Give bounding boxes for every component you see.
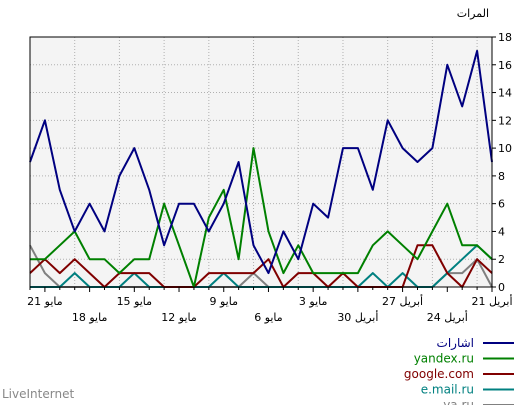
plot-frame [29, 36, 493, 288]
x-tick-label: 6 مايو [254, 311, 283, 324]
x-axis-ticks: 21 أبريل 27 أبريل 3 مايو 9 مايو 15 مايو 21 ما… [27, 287, 513, 324]
x-tick-label: 27 أبريل [382, 294, 423, 308]
y-tick-label: 2 [498, 253, 505, 266]
legend-label: yandex.ru [414, 352, 474, 366]
legend-label: google.com [404, 367, 474, 381]
x-tick-label: 24 أبريل [427, 310, 468, 324]
y-axis-ticks: 0 2 4 6 8 10 12 14 16 18 [492, 31, 512, 294]
y-tick-label: 16 [498, 59, 512, 72]
y-tick-label: 6 [498, 198, 505, 211]
y-tick-label: 0 [498, 281, 505, 294]
x-tick-label: 3 مايو [299, 295, 328, 308]
y-tick-label: 12 [498, 114, 512, 127]
x-tick-label: 12 مايو [161, 311, 197, 324]
plot-background [30, 37, 492, 287]
x-tick-label: 30 أبريل [337, 310, 378, 324]
y-tick-label: 8 [498, 170, 505, 183]
series-line [29, 244, 493, 288]
x-tick-label: 21 مايو [27, 295, 63, 308]
x-tick-label: 9 مايو [209, 295, 238, 308]
y-tick-label: 14 [498, 87, 512, 100]
y-axis-title: المرات [457, 7, 489, 20]
y-tick-label: 4 [498, 225, 505, 238]
legend-label: اشارات [437, 336, 474, 351]
y-tick-label: 10 [498, 142, 512, 155]
legend-label: ya.ru [443, 398, 474, 405]
x-tick-label: 15 مايو [117, 295, 153, 308]
series-line [30, 147, 493, 288]
legend-label: e.mail.ru [421, 383, 474, 397]
footer-brand: LiveInternet [2, 387, 74, 401]
series-line [29, 49, 493, 275]
x-tick-label: 21 أبريل [471, 294, 512, 308]
y-tick-label: 18 [498, 31, 512, 44]
x-tick-label: 18 مايو [72, 311, 108, 324]
